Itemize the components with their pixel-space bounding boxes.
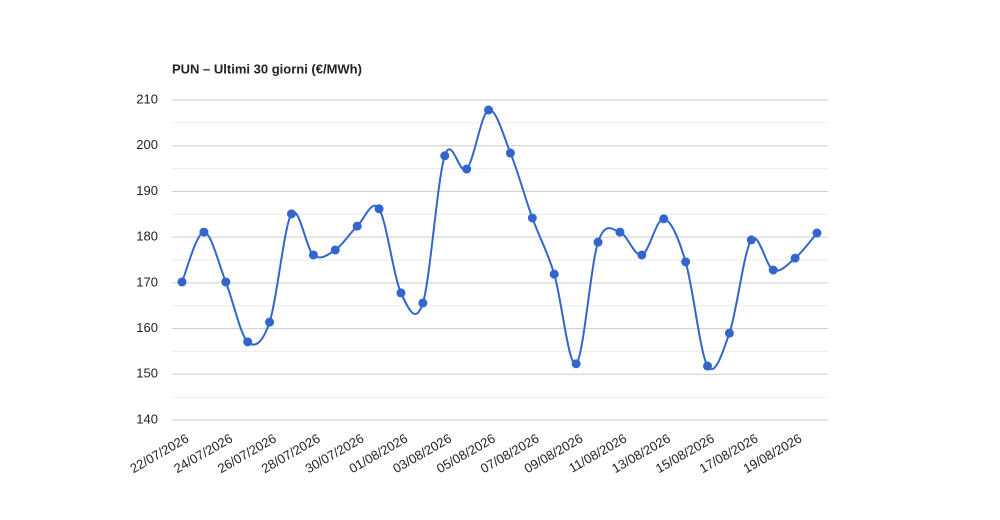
point — [527, 213, 537, 223]
point — [681, 257, 691, 267]
point — [637, 250, 647, 260]
y-tick-label: 200 — [136, 137, 158, 152]
point — [571, 359, 581, 369]
point — [659, 214, 669, 224]
point — [593, 237, 603, 247]
line — [181, 109, 818, 370]
point — [615, 227, 625, 237]
point — [199, 227, 209, 237]
point — [308, 250, 318, 260]
point — [549, 269, 559, 279]
point — [462, 164, 472, 174]
y-tick-label: 150 — [136, 366, 158, 381]
point — [221, 277, 231, 287]
point — [790, 253, 800, 263]
point — [440, 151, 450, 161]
point — [243, 337, 253, 347]
point — [265, 317, 275, 327]
y-tick-label: 210 — [136, 91, 158, 106]
point — [724, 328, 734, 338]
y-tick-label: 170 — [136, 274, 158, 289]
point — [505, 148, 515, 158]
point — [330, 245, 340, 255]
point — [484, 105, 494, 115]
y-tick-label: 180 — [136, 229, 158, 244]
point — [374, 204, 384, 214]
point — [746, 235, 756, 245]
y-tick-label: 190 — [136, 183, 158, 198]
point — [812, 228, 822, 238]
point — [396, 288, 406, 298]
point — [703, 361, 713, 371]
y-tick-label: 160 — [136, 320, 158, 335]
point — [418, 298, 428, 308]
chart-title: PUN – Ultimi 30 giorni (€/MWh) — [172, 61, 362, 76]
point — [768, 265, 778, 275]
point — [177, 277, 187, 287]
point — [352, 221, 362, 231]
point — [286, 209, 296, 219]
y-tick-label: 140 — [136, 411, 158, 426]
